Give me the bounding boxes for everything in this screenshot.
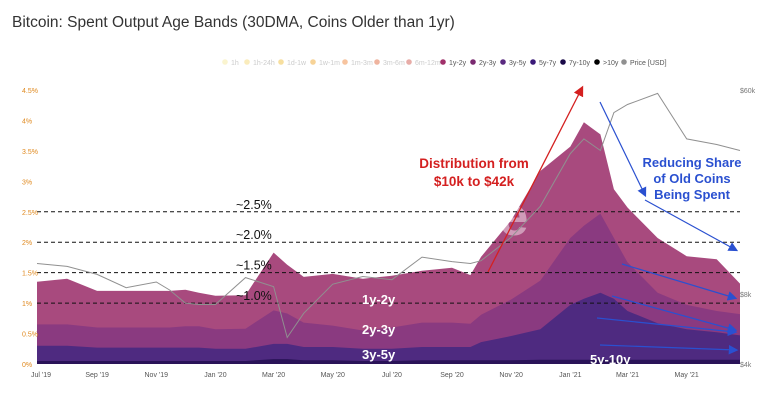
x-tick-label-6: Jul '20 bbox=[382, 372, 402, 379]
legend-label-11: 7y-10y bbox=[569, 60, 591, 67]
price-line bbox=[36, 92, 741, 339]
reducing-label-0: Reducing Share bbox=[643, 155, 742, 170]
band-label-1: 2y-3y bbox=[362, 322, 396, 337]
legend-label-5: 3m-6m bbox=[383, 60, 405, 67]
distribution-label-0: Distribution from bbox=[419, 156, 529, 171]
legend-swatch-4 bbox=[342, 59, 348, 65]
legend-label-9: 3y-5y bbox=[509, 60, 527, 67]
band-label-2: 3y-5y bbox=[362, 347, 396, 362]
legend-swatch-10 bbox=[530, 59, 536, 65]
legend-swatch-11 bbox=[560, 59, 566, 65]
x-tick-label-5: May '20 bbox=[321, 372, 345, 379]
legend-label-4: 1m-3m bbox=[351, 60, 373, 67]
legend-swatch-5 bbox=[374, 59, 380, 65]
reference-label-2: ~1.5% bbox=[236, 259, 272, 273]
distribution-label-1: $10k to $42k bbox=[434, 174, 515, 189]
reducing-arrow-3 bbox=[611, 295, 738, 333]
band-label-0: 1y-2y bbox=[362, 292, 396, 307]
legend-label-13: Price [USD] bbox=[630, 60, 667, 67]
legend-swatch-0 bbox=[222, 59, 228, 65]
chart-title: Bitcoin: Spent Output Age Bands (30DMA, … bbox=[12, 14, 455, 31]
x-tick-label-3: Jan '20 bbox=[204, 372, 226, 379]
reference-label-0: ~2.5% bbox=[236, 198, 272, 212]
area-3y5y bbox=[37, 292, 740, 364]
y-tick-label-9: 4.5% bbox=[22, 88, 38, 95]
y-tick-label-1: 0.5% bbox=[22, 332, 38, 339]
reducing-label-2: Being Spent bbox=[654, 187, 731, 202]
legend-swatch-12 bbox=[594, 59, 600, 65]
reducing-arrow-2 bbox=[621, 263, 738, 301]
legend-swatch-8 bbox=[470, 59, 476, 65]
y-tick-label-6: 3% bbox=[22, 179, 32, 186]
reference-lines: ~2.5% ~2.0% ~1.5% ~1.0% bbox=[37, 198, 740, 304]
x-tick-label-8: Nov '20 bbox=[499, 372, 523, 379]
legend-label-10: 5y-7y bbox=[539, 60, 557, 67]
legend-swatch-9 bbox=[500, 59, 506, 65]
legend-swatch-3 bbox=[310, 59, 316, 65]
legend-label-3: 1w-1m bbox=[319, 60, 340, 67]
y-tick-label-3: 1.5% bbox=[22, 271, 38, 278]
legend-label-2: 1d-1w bbox=[287, 60, 307, 67]
x-tick-label-0: Jul '19 bbox=[31, 372, 51, 379]
reducing-arrow-4 bbox=[596, 317, 738, 337]
x-tick-label-11: May '21 bbox=[675, 372, 699, 379]
legend-label-8: 2y-3y bbox=[479, 60, 497, 67]
x-tick-label-4: Mar '20 bbox=[262, 372, 285, 379]
legend: 1h 1h-24h 1d-1w 1w-1m 1m-3m 3m-6m 6m-12m 1y-2y 2… bbox=[222, 59, 667, 67]
x-tick-label-9: Jan '21 bbox=[559, 372, 581, 379]
x-tick-label-1: Sep '19 bbox=[85, 372, 109, 379]
price-tick-label-2: $60k bbox=[740, 88, 756, 95]
y-tick-label-5: 2.5% bbox=[22, 210, 38, 217]
y-tick-label-8: 4% bbox=[22, 118, 32, 125]
legend-swatch-1 bbox=[244, 59, 250, 65]
legend-swatch-7 bbox=[440, 59, 446, 65]
legend-label-0: 1h bbox=[231, 60, 239, 67]
legend-label-6: 6m-12m bbox=[415, 60, 441, 67]
y-tick-label-0: 0% bbox=[22, 362, 32, 369]
annotations: 1y-2y 2y-3y 3y-5y 5y-10y Distribution from $1… bbox=[362, 85, 742, 367]
x-tick-label-7: Sep '20 bbox=[440, 372, 464, 379]
x-tick-label-2: Nov '19 bbox=[145, 372, 169, 379]
legend-swatch-6 bbox=[406, 59, 412, 65]
axes: 0% 0.5% 1% 1.5% 2% 2.5% 3% 3.5% 4% 4.5% $4k $8k $60k… bbox=[22, 88, 756, 379]
area-5y7y bbox=[37, 359, 740, 364]
watermark: glassnode bbox=[261, 187, 528, 247]
reference-label-1: ~2.0% bbox=[236, 228, 272, 242]
reference-label-3: ~1.0% bbox=[236, 289, 272, 303]
reducing-label-1: of Old Coins bbox=[653, 171, 730, 186]
x-tick-label-10: Mar '21 bbox=[616, 372, 639, 379]
legend-label-7: 1y-2y bbox=[449, 60, 467, 67]
band-label-3: 5y-10y bbox=[590, 352, 631, 367]
y-tick-label-4: 2% bbox=[22, 240, 32, 247]
legend-swatch-13 bbox=[621, 59, 627, 65]
legend-swatch-2 bbox=[278, 59, 284, 65]
distribution-arrow bbox=[487, 85, 584, 273]
reducing-arrow-1 bbox=[644, 199, 739, 252]
legend-label-12: >10y bbox=[603, 60, 619, 67]
y-tick-label-2: 1% bbox=[22, 301, 32, 308]
reducing-arrow-5 bbox=[599, 344, 739, 355]
legend-label-1: 1h-24h bbox=[253, 60, 275, 67]
price-tick-label-0: $4k bbox=[740, 362, 752, 369]
y-tick-label-7: 3.5% bbox=[22, 149, 38, 156]
price-tick-label-1: $8k bbox=[740, 292, 752, 299]
price-line-layer bbox=[36, 92, 741, 339]
reducing-arrow-0 bbox=[599, 101, 647, 198]
